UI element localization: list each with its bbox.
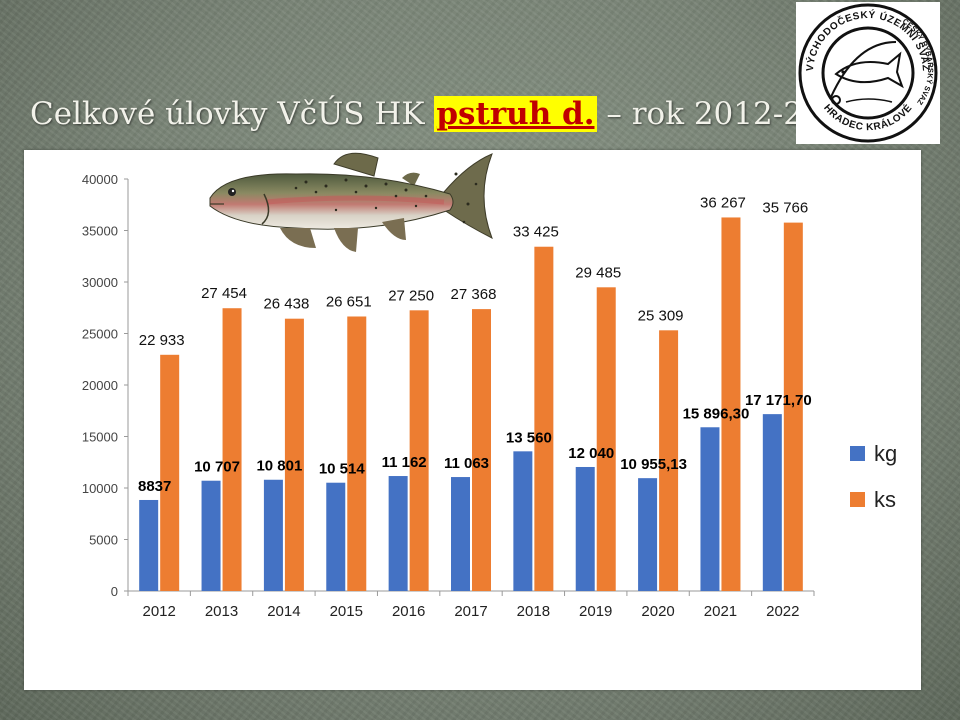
y-tick-label: 40000 [82,172,118,187]
data-label-kg: 10 801 [256,458,302,475]
data-label-kg: 13 560 [506,429,552,446]
data-label-kg: 10 707 [194,459,240,476]
bar-ks [721,217,741,591]
y-tick-label: 25000 [82,327,118,342]
y-tick-label: 30000 [82,275,118,290]
title-highlight: pstruh d. [434,96,597,132]
legend-swatch-kg [850,446,865,461]
data-label-ks: 35 766 [762,200,808,217]
data-label-kg: 17 171,70 [745,392,812,409]
bar-ks [596,287,616,591]
chart-legend: kg ks [850,441,897,512]
bars-group [139,217,803,591]
bar-ks [659,330,679,591]
x-tick-label: 2016 [392,603,425,620]
data-label-ks: 36 267 [700,194,746,211]
data-label-ks: 26 438 [263,296,309,313]
bar-kg [700,427,720,591]
bar-kg [263,479,283,591]
bar-ks [409,310,429,591]
data-label-ks: 26 651 [326,293,372,310]
bar-kg [201,480,221,591]
bar-kg [139,499,159,591]
bar-chart: 0 5000 10000 15000 20000 25000 30000 35000 40000… [82,172,897,620]
data-label-kg: 8837 [138,478,171,495]
data-label-kg: 10 514 [319,461,366,478]
bar-ks [160,354,180,591]
slide-title: Celkové úlovky VčÚS HK pstruh d. – rok 2… [30,96,862,132]
y-tick-label: 20000 [82,378,118,393]
data-label-ks: 27 368 [451,286,497,303]
y-tick-label: 5000 [89,533,118,548]
y-tick-label: 15000 [82,430,118,445]
data-label-kg: 12 040 [568,445,614,462]
data-label-ks: 29 485 [575,264,621,281]
bar-ks [222,308,242,591]
bar-ks [347,316,367,591]
bar-kg [451,477,470,591]
y-tick-label: 10000 [82,481,118,496]
chart-panel: 0 5000 10000 15000 20000 25000 30000 35000 40000… [24,150,921,690]
legend-swatch-ks [850,492,865,507]
data-label-kg: 15 896,30 [683,405,750,422]
bar-kg [388,476,408,591]
trout-illustration [209,152,493,252]
bar-kg [513,451,533,591]
x-tick-label: 2018 [517,603,550,620]
bar-kg [638,478,658,591]
x-tick-label: 2020 [641,603,674,620]
legend-label-kg: kg [874,441,897,466]
data-label-kg: 11 162 [382,454,427,471]
data-labels-group: 8837 22 933 10 707 27 454 10 801 26 438 10 514… [138,194,812,495]
x-tick-label: 2017 [454,603,487,620]
x-tick-label: 2014 [267,603,300,620]
y-tick-label: 35000 [82,224,118,239]
data-label-ks: 25 309 [638,307,684,324]
x-tick-label: 2022 [766,603,799,620]
logo-fish-emblem [830,41,904,105]
legend-label-ks: ks [874,487,896,512]
data-label-ks: 22 933 [139,332,185,349]
data-label-ks: 27 454 [201,285,247,302]
x-tick-label: 2013 [205,603,238,620]
bar-kg [575,466,595,591]
y-axis: 0 5000 10000 15000 20000 25000 30000 35000 40000 [82,172,129,599]
y-tick-label: 0 [111,584,118,599]
bar-kg [762,414,782,591]
x-axis: 2012 2013 2014 2015 2016 2017 2018 2019 2020 2021… [127,590,815,620]
x-tick-label: 2015 [330,603,363,620]
title-prefix: Celkové úlovky VčÚS HK [30,96,435,132]
data-label-kg: 10 955,13 [620,456,687,473]
club-logo: VÝCHODOČESKÝ ÚZEMNÍ SVAZ ČESKÝ RYBÁŘSKÝ … [796,2,940,144]
bar-ks [783,222,803,591]
x-tick-label: 2021 [704,603,737,620]
club-logo-graphic: VÝCHODOČESKÝ ÚZEMNÍ SVAZ ČESKÝ RYBÁŘSKÝ … [798,3,938,143]
data-label-kg: 11 063 [444,455,489,472]
bar-ks [284,318,304,591]
data-label-ks: 33 425 [513,224,559,241]
x-tick-label: 2012 [142,603,175,620]
bar-ks [472,309,491,591]
bar-kg [326,482,346,591]
data-label-ks: 27 250 [388,287,434,304]
bar-ks [534,246,554,591]
x-tick-label: 2019 [579,603,612,620]
